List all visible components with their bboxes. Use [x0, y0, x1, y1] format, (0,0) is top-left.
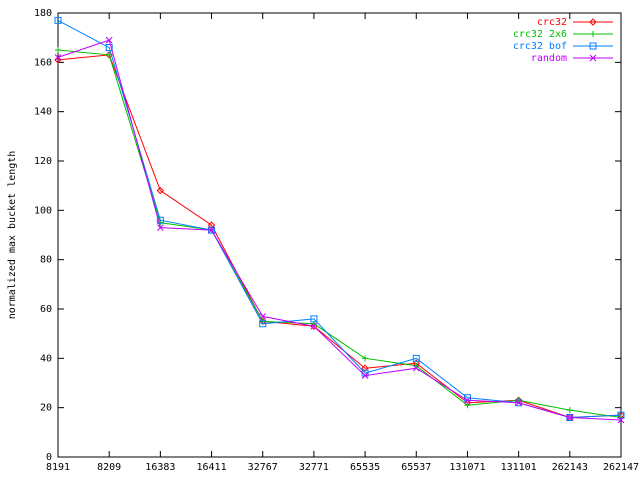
x-tick-label: 262147 — [603, 462, 639, 473]
legend-label: crc32 — [537, 17, 567, 28]
marker — [55, 47, 61, 53]
series-line — [57, 54, 622, 419]
plot-border — [57, 12, 622, 458]
legend-label: random — [531, 53, 567, 64]
y-tick-label: 180 — [34, 8, 52, 19]
marker — [361, 372, 369, 379]
marker — [515, 399, 522, 407]
x-tick-label: 16383 — [145, 462, 175, 473]
marker — [259, 313, 267, 320]
y-tick-label: 0 — [46, 452, 52, 463]
y-axis-label: normalized max bucket length — [7, 151, 18, 320]
marker — [566, 407, 573, 414]
y-tick-label: 160 — [34, 57, 52, 68]
marker — [589, 54, 597, 62]
legend-label: crc32 bof — [513, 41, 567, 52]
marker — [361, 369, 369, 377]
marker — [310, 322, 318, 330]
series-line — [57, 19, 622, 419]
y-tick-label: 60 — [40, 304, 52, 315]
marker — [464, 396, 471, 404]
x-tick-label: 131071 — [449, 462, 485, 473]
marker — [105, 36, 113, 44]
marker — [590, 31, 596, 37]
x-tick-label: 32771 — [299, 462, 329, 473]
series-line — [57, 39, 622, 421]
marker — [54, 16, 62, 24]
marker — [412, 354, 420, 362]
y-tick-label: 120 — [34, 156, 52, 167]
x-tick-label: 8209 — [97, 462, 121, 473]
marker — [157, 224, 164, 231]
x-tick-label: 16411 — [196, 462, 226, 473]
marker — [412, 364, 420, 372]
marker — [259, 320, 267, 328]
y-tick-label: 140 — [34, 107, 52, 118]
marker — [464, 402, 471, 409]
marker — [156, 216, 164, 224]
marker — [362, 355, 369, 362]
marker — [589, 18, 597, 26]
marker — [54, 54, 62, 61]
x-tick-label: 262143 — [552, 462, 588, 473]
x-tick-label: 131101 — [501, 462, 537, 473]
legend-label: crc32 2x6 — [513, 29, 567, 40]
y-tick-label: 100 — [34, 205, 52, 216]
y-tick-label: 40 — [40, 353, 52, 364]
marker — [361, 364, 369, 372]
marker — [566, 414, 574, 421]
marker — [310, 315, 318, 323]
marker — [617, 411, 625, 419]
x-tick-label: 32767 — [248, 462, 278, 473]
y-tick-label: 80 — [40, 255, 52, 266]
x-tick-label: 65537 — [401, 462, 431, 473]
y-tick-label: 20 — [40, 403, 52, 414]
x-tick-label: 65535 — [350, 462, 380, 473]
marker — [589, 42, 597, 50]
marker — [208, 226, 215, 234]
marker — [617, 416, 625, 424]
x-tick-label: 8191 — [46, 462, 70, 473]
series-line — [57, 49, 622, 419]
marker — [156, 186, 165, 195]
